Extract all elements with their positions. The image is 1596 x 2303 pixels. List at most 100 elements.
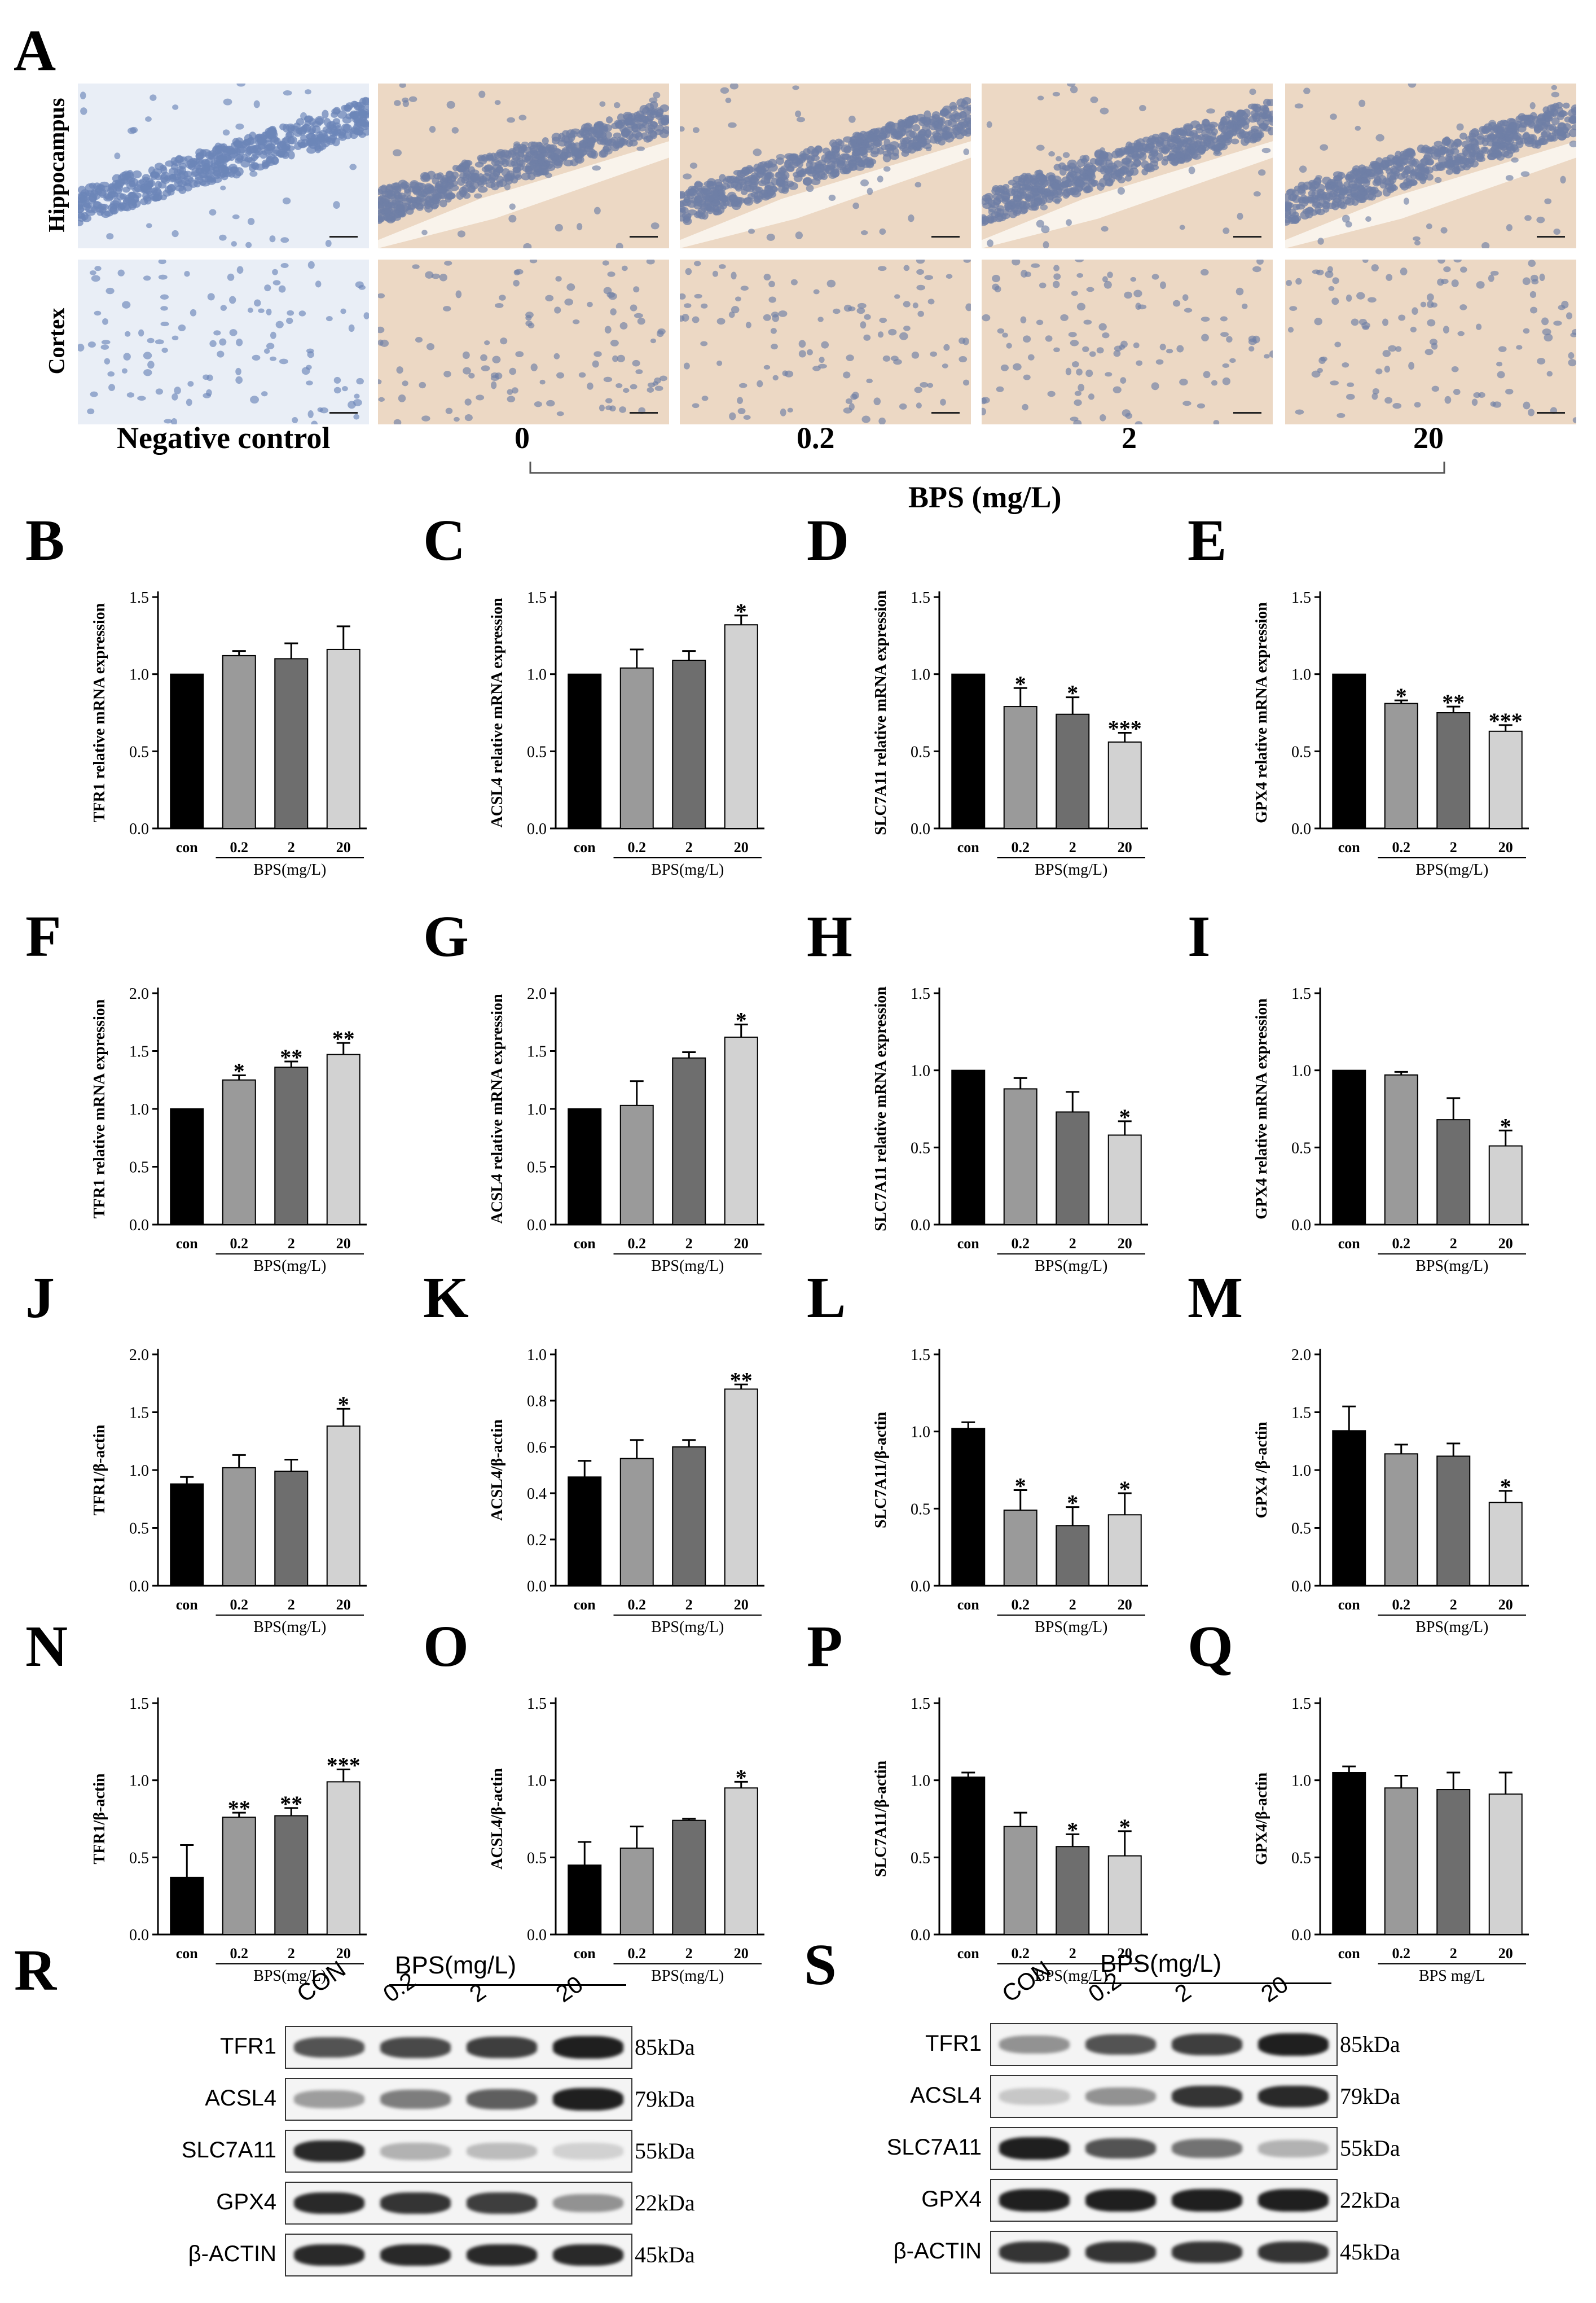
bar-con: [951, 1776, 986, 1935]
y-tick-label: 0.5: [129, 1159, 149, 1177]
y-tick-label: 0.0: [1291, 1927, 1311, 1944]
blot-strip: [285, 2234, 632, 2276]
panel-label-m: M: [1188, 1265, 1243, 1330]
x-tick-label: 2: [1450, 839, 1457, 856]
error-bar: [682, 1439, 696, 1447]
y-tick-label: 0.0: [527, 1927, 547, 1944]
micrograph-hippocampus-1: [378, 84, 669, 248]
bar-2: [1436, 1455, 1471, 1586]
bar-20: [1107, 1514, 1142, 1586]
bar-2: [1436, 1119, 1471, 1225]
x-tick-label: 2: [288, 839, 295, 856]
x-tick-label: 20: [1498, 1945, 1513, 1962]
bar-20: [326, 1425, 360, 1586]
bar-chart-l: 0.0 0.5 1.0 1.5 SLC7A11/β-actin con * 0.2 * 2 * 20 B…: [872, 1346, 1148, 1636]
blot-band: [1258, 2189, 1329, 2212]
error-bar: [180, 1476, 194, 1484]
blot-band: [380, 2244, 451, 2266]
x-tick-label: 0.2: [1392, 1945, 1411, 1962]
panel-label-j: J: [25, 1265, 55, 1330]
panel-label-l: L: [807, 1265, 846, 1330]
error-bar: [284, 1807, 298, 1816]
y-tick-label: 0.0: [129, 1578, 149, 1595]
x-axis-label: BPS(mg/L): [253, 1618, 326, 1636]
bar-chart-d: 0.0 0.5 1.0 1.5 SLC7A11 relative mRNA expres…: [872, 589, 1148, 879]
panel-label-h: H: [807, 904, 852, 969]
x-tick-label: 20: [336, 839, 351, 856]
blot-strip: [990, 2127, 1338, 2170]
error-bar: [336, 1769, 350, 1782]
y-axis-label: ACSL4/β-actin: [489, 1419, 506, 1521]
bar-2: [1056, 1525, 1090, 1586]
y-tick-label: 0.5: [527, 743, 547, 761]
error-bar: [1446, 705, 1461, 713]
error-bar: [180, 1844, 194, 1878]
y-tick-label: 1.5: [1291, 985, 1311, 1003]
y-tick-label: 1.5: [911, 1346, 930, 1364]
y-tick-label: 0.5: [527, 1159, 547, 1177]
bar-0.2: [619, 667, 654, 829]
blot-row-label: ACSL4: [910, 2083, 982, 2108]
bar-0.2: [619, 1104, 654, 1225]
bar-2: [672, 1057, 706, 1226]
x-tick-label: 20: [1118, 1235, 1132, 1252]
bar-0.2: [1384, 1453, 1418, 1586]
y-axis-label: ACSL4 relative mRNA expression: [489, 598, 506, 828]
x-tick-label: 0.2: [230, 839, 249, 856]
y-axis-label: GPX4 relative mRNA expression: [1253, 602, 1270, 823]
bar-0.2: [619, 1458, 654, 1586]
bar-2: [1436, 712, 1471, 829]
error-bar: [232, 1074, 246, 1080]
x-tick-label: 20: [336, 1596, 351, 1613]
blot-band: [999, 2189, 1070, 2212]
y-tick-label: 0.0: [1291, 1217, 1311, 1234]
error-bar: [734, 1023, 748, 1037]
x-tick-label: 2: [1069, 1945, 1076, 1962]
blot-row-label: TFR1: [925, 2031, 982, 2056]
error-bar: [1118, 1492, 1132, 1515]
blot-band: [999, 2137, 1070, 2160]
blot-header: BPS(mg/L): [1100, 1950, 1222, 1977]
blot-band: [1085, 2034, 1156, 2055]
y-tick-label: 2.0: [129, 985, 149, 1003]
significance-marker: *: [1119, 1476, 1131, 1502]
bar-chart-p: 0.0 0.5 1.0 1.5 SLC7A11/β-actin con 0.2 * 2 * 20 BP…: [872, 1695, 1148, 1985]
y-tick-label: 0.5: [129, 1520, 149, 1538]
x-tick-label: 20: [734, 1945, 749, 1962]
significance-marker: *: [736, 1007, 747, 1033]
blot-header-underline: [1089, 1982, 1331, 1984]
y-tick-label: 0.0: [1291, 1578, 1311, 1595]
y-tick-label: 1.5: [1291, 1405, 1311, 1422]
y-tick-label: 0.8: [527, 1393, 547, 1410]
bar-20: [724, 624, 758, 829]
x-axis-label: BPS(mg/L): [651, 1967, 724, 1985]
significance-marker: ***: [1108, 716, 1142, 742]
error-bar: [1066, 1506, 1080, 1526]
x-tick-label: 0.2: [1012, 839, 1030, 856]
column-label-negative-control: Negative control: [117, 421, 331, 455]
y-tick-label: 0.0: [527, 1578, 547, 1595]
x-tick-label: 2: [685, 839, 693, 856]
x-axis-label: BPS(mg/L): [1415, 1257, 1488, 1275]
micrograph-cortex-4: [1285, 260, 1576, 424]
y-tick-label: 1.5: [527, 1043, 547, 1061]
bar-20: [1488, 1502, 1523, 1586]
blot-strip: [285, 2078, 632, 2121]
y-tick-label: 0.5: [1291, 1139, 1311, 1157]
x-tick-label: con: [176, 1945, 199, 1962]
x-tick-label: con: [957, 1945, 980, 1962]
bar-con: [170, 673, 204, 830]
bar-con: [1332, 673, 1366, 830]
bar-con: [951, 1428, 986, 1586]
panel-label-s: S: [804, 1932, 837, 1997]
blot-band: [294, 2090, 364, 2109]
y-axis-label: GPX4/β-actin: [1253, 1773, 1270, 1865]
x-tick-label: 0.2: [1012, 1235, 1030, 1252]
error-bar: [1118, 1120, 1132, 1135]
y-tick-label: 0.5: [1291, 743, 1311, 761]
y-tick-label: 1.0: [527, 666, 547, 684]
x-tick-label: 20: [734, 839, 749, 856]
y-tick-label: 0.0: [129, 1927, 149, 1944]
error-bar: [1498, 1490, 1513, 1503]
y-tick-label: 0.0: [129, 1217, 149, 1234]
